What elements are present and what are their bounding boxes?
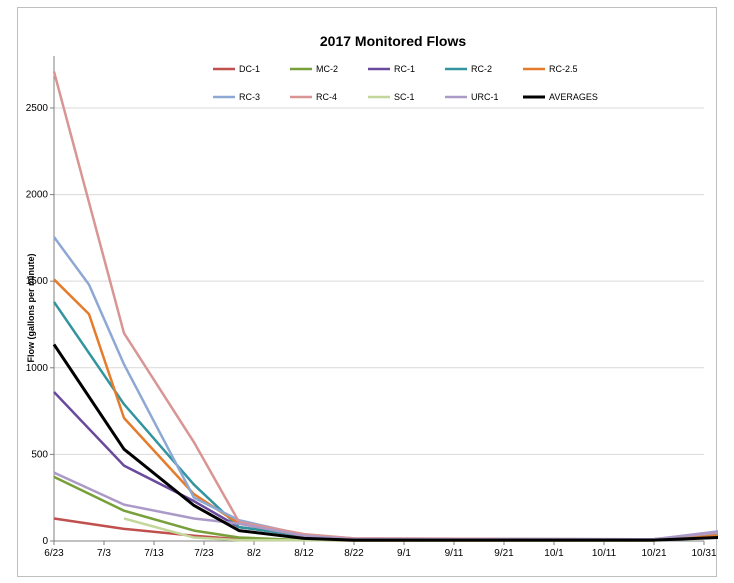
x-tick-label: 9/21 [494,548,514,559]
legend-label: SC-1 [394,92,415,102]
y-tick-label: 2000 [26,190,49,201]
x-tick-label: 9/11 [445,548,464,559]
legend-label: MC-2 [316,64,338,74]
series-line-urc-1 [53,471,718,541]
flow-chart: 2017 Monitored Flows Flow (gallons per m… [26,33,718,559]
series-line-rc-4 [52,71,718,541]
y-tick-label: 2500 [26,103,49,114]
axes: 0 500 1000 1500 2000 2500 6/23 7/3 7/13 7/23 8/2 8/… [26,56,717,559]
y-axis-label: Flow (gallons per minute) [26,253,36,362]
y-tick-label: 1500 [26,276,49,287]
x-tick-label: 8/22 [344,548,364,559]
legend-label: RC-1 [394,64,415,74]
y-tick-label: 1000 [26,363,49,374]
legend-label: RC-3 [239,92,260,102]
y-tick-label: 500 [31,449,48,460]
chart-title: 2017 Monitored Flows [320,33,466,49]
x-tick-label: 9/1 [397,548,411,559]
x-tick-label: 10/31 [691,548,716,559]
series-line-rc-2-5 [53,278,718,541]
x-tick-label: 10/21 [641,548,666,559]
legend-label: RC-2 [471,64,492,74]
legend-label: AVERAGES [549,92,598,102]
series-line-sc-1 [123,517,655,542]
series-lines [52,71,718,542]
legend-label: RC-4 [316,92,337,102]
x-tick-label: 10/1 [544,548,564,559]
series-line-rc-3 [52,236,718,541]
y-tick-label: 0 [42,536,48,547]
x-tick-label: 8/2 [247,548,261,559]
x-tick-label: 7/13 [144,548,164,559]
legend-label: DC-1 [239,64,260,74]
x-tick-label: 6/23 [44,548,64,559]
legend-label: URC-1 [471,92,499,102]
gridlines [54,107,704,455]
x-tick-label: 8/12 [294,548,314,559]
series-line-averages [52,343,718,542]
x-tick-label: 10/11 [592,548,617,559]
chart-frame: 2017 Monitored Flows Flow (gallons per m… [17,7,718,577]
legend: DC-1 MC-2 RC-1 RC-2 RC-2.5 RC-3 RC-4 SC-1 URC-1 A… [213,64,598,102]
x-tick-label: 7/3 [97,548,111,559]
series-line-rc-1 [53,391,718,541]
x-tick-label: 7/23 [194,548,214,559]
legend-label: RC-2.5 [549,64,578,74]
